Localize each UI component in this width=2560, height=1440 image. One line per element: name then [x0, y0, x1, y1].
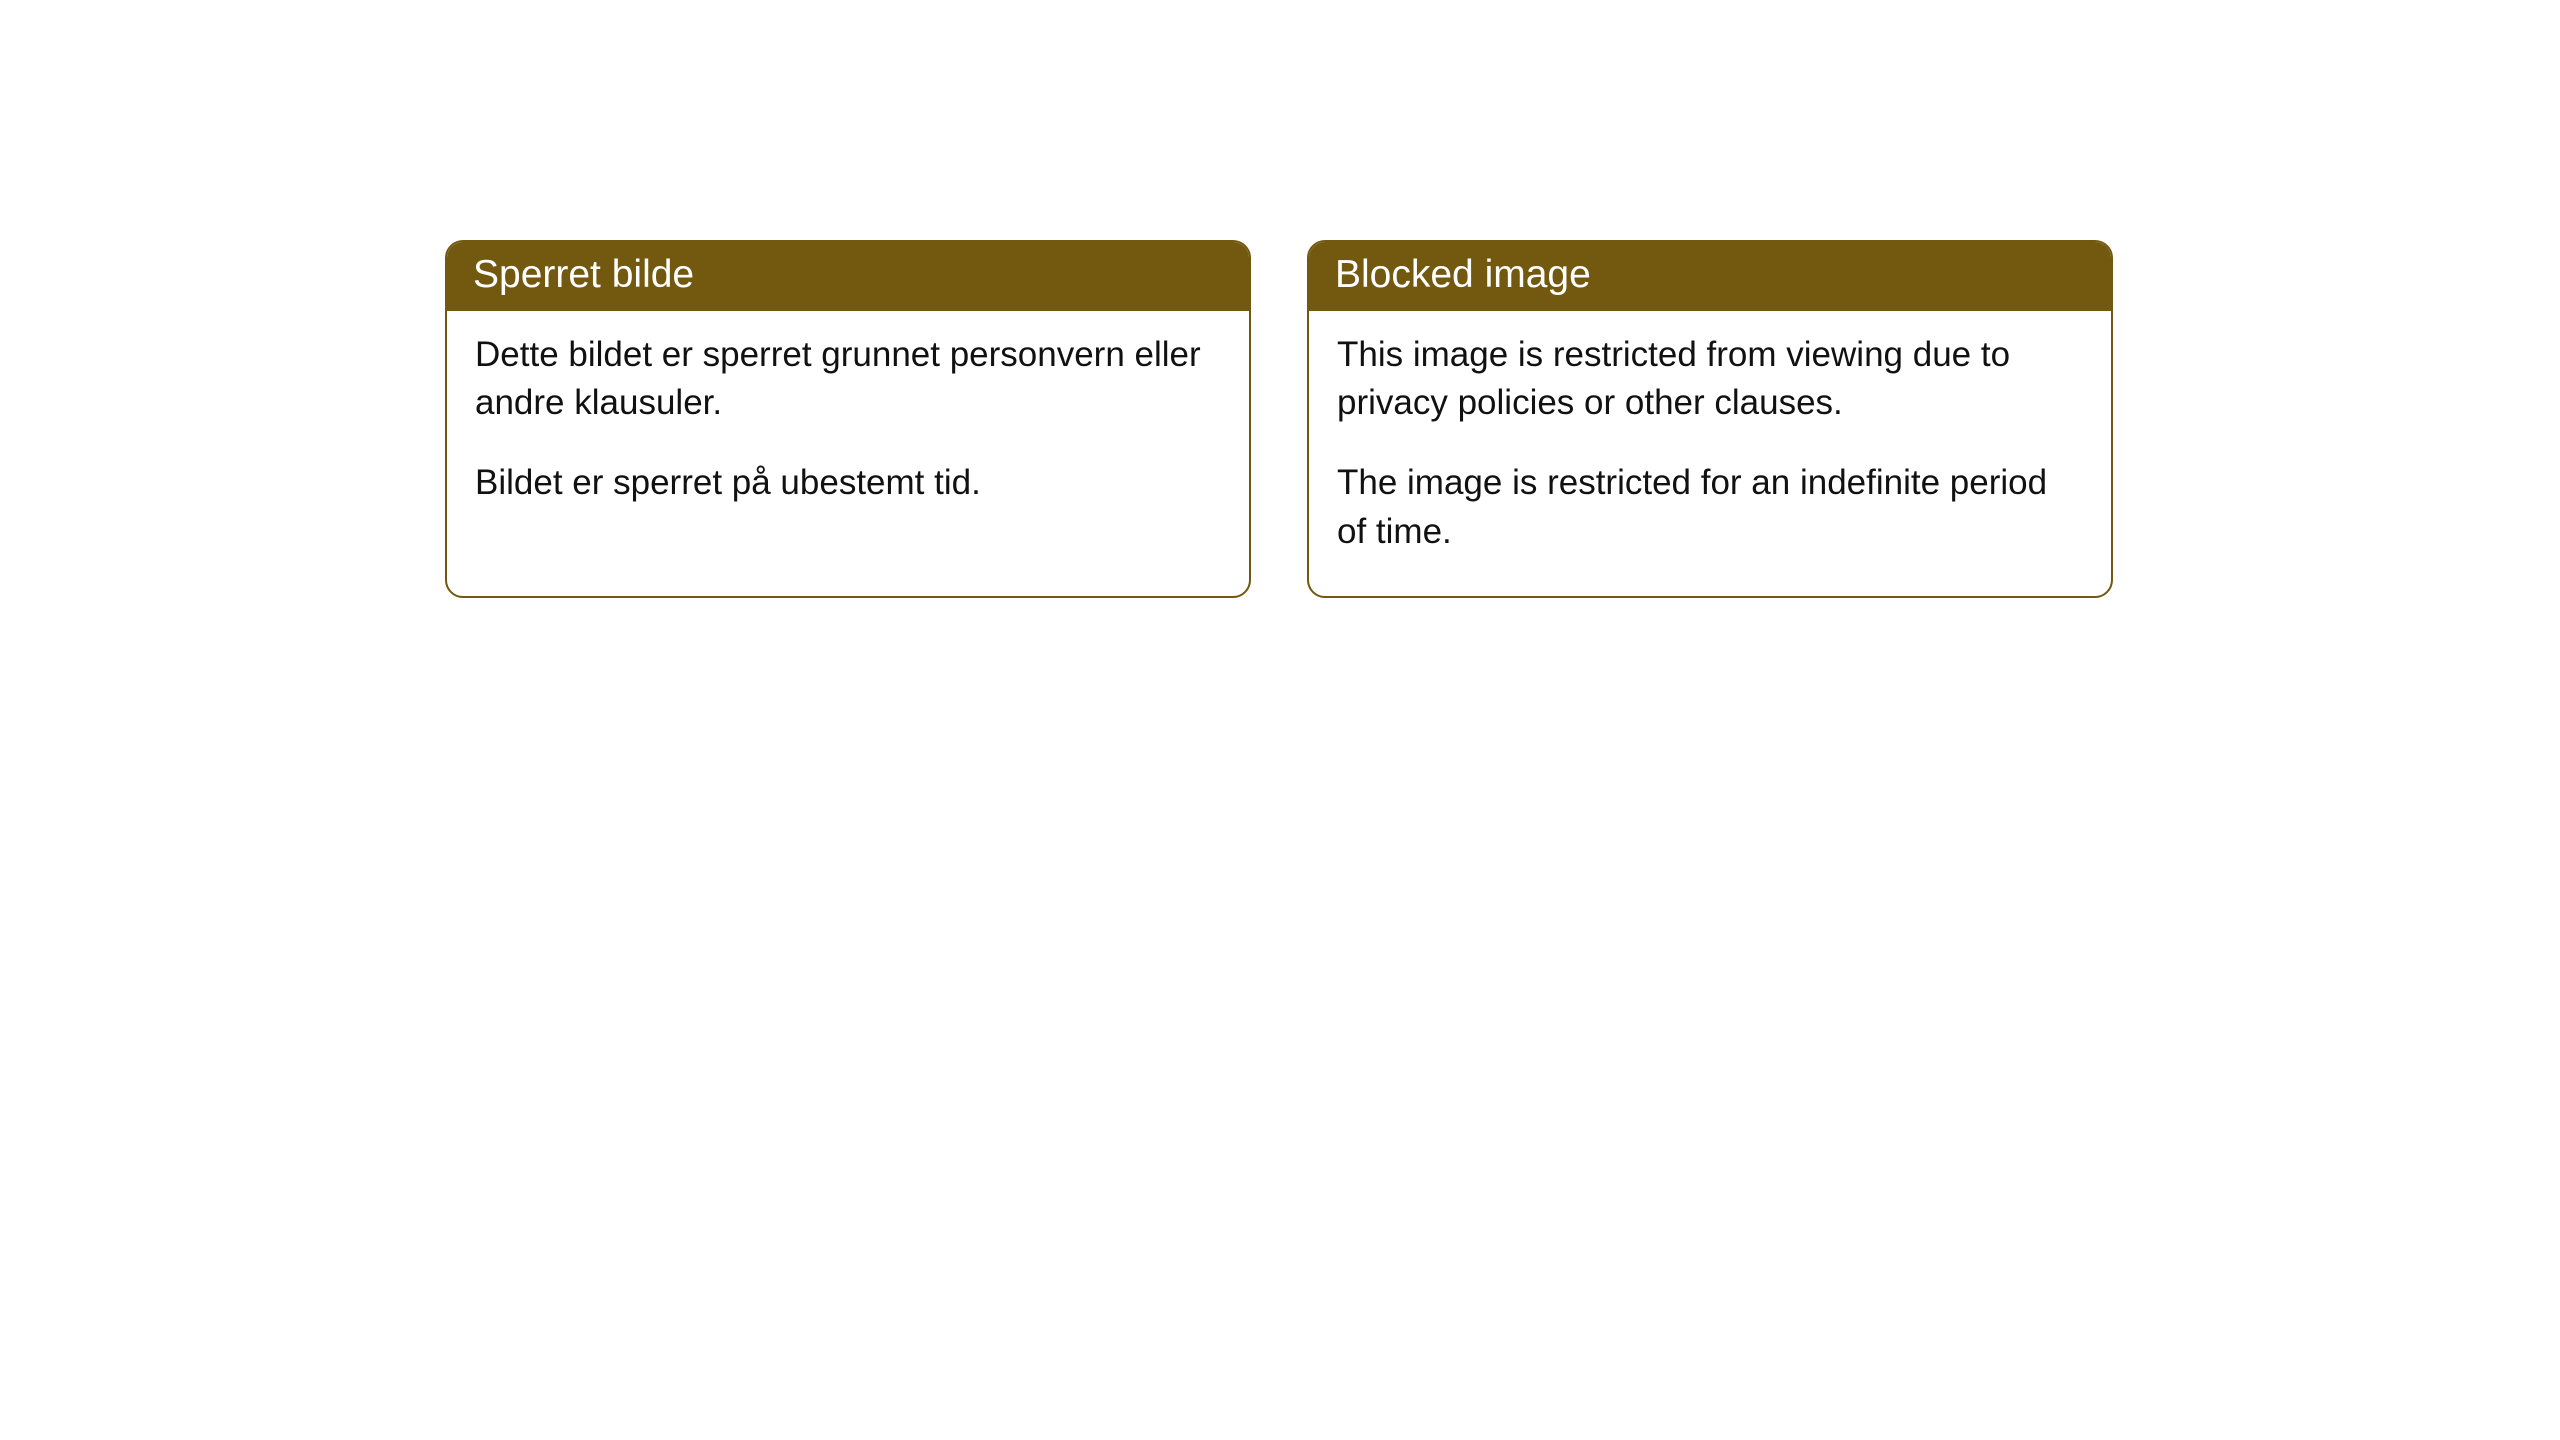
card-body: Dette bildet er sperret grunnet personve… — [447, 311, 1249, 548]
card-paragraph: The image is restricted for an indefinit… — [1337, 459, 2083, 556]
notice-card-english: Blocked image This image is restricted f… — [1307, 240, 2113, 598]
card-paragraph: Bildet er sperret på ubestemt tid. — [475, 459, 1221, 507]
card-header: Blocked image — [1309, 242, 2111, 311]
card-paragraph: Dette bildet er sperret grunnet personve… — [475, 331, 1221, 428]
card-paragraph: This image is restricted from viewing du… — [1337, 331, 2083, 428]
notice-card-norwegian: Sperret bilde Dette bildet er sperret gr… — [445, 240, 1251, 598]
card-body: This image is restricted from viewing du… — [1309, 311, 2111, 596]
card-header: Sperret bilde — [447, 242, 1249, 311]
notice-cards-container: Sperret bilde Dette bildet er sperret gr… — [445, 240, 2113, 598]
